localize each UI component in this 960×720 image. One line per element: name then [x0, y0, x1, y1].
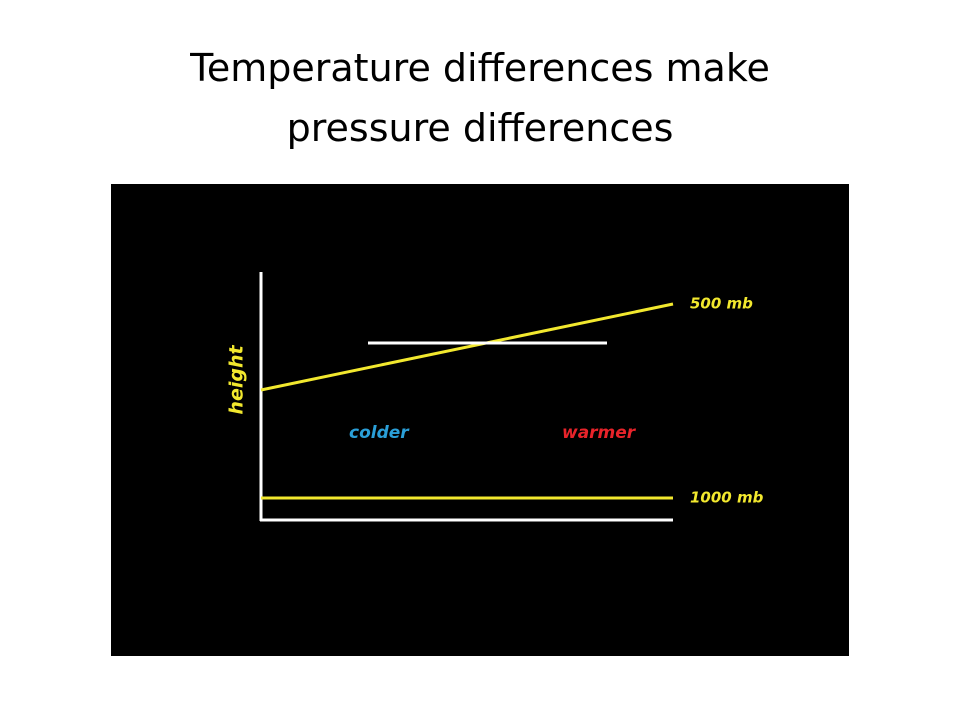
- upper-pressure-line: [260, 302, 674, 392]
- slide-title: Temperature differences make pressure di…: [190, 46, 770, 150]
- lower-level-label: 1000 mb: [690, 489, 764, 507]
- axis-label: height: [226, 345, 248, 415]
- cold-side-label: colder: [349, 423, 410, 443]
- diagram-background: [111, 184, 849, 656]
- warm-side-label: warmer: [562, 423, 637, 443]
- upper-level-label: 500 mb: [690, 295, 753, 313]
